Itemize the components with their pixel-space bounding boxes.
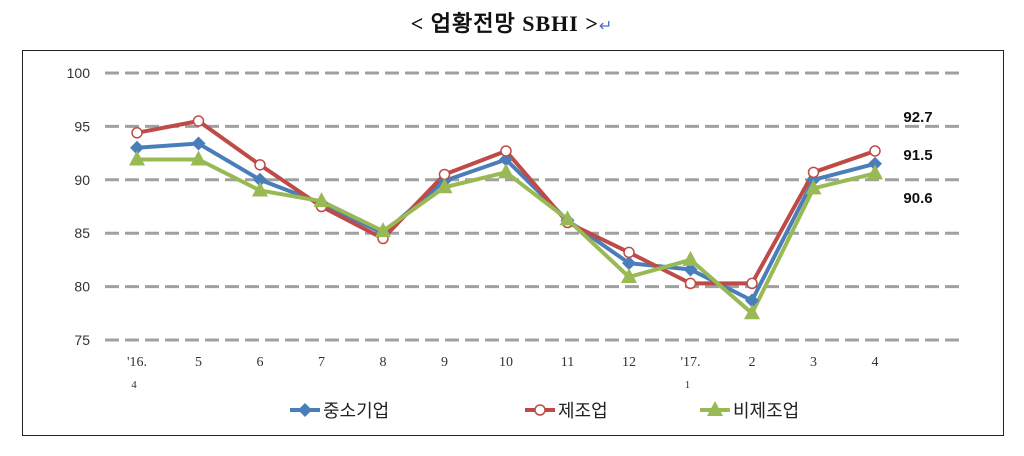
series-line: [137, 157, 876, 317]
data-point: [130, 140, 144, 155]
y-tick-label: 75: [74, 332, 90, 348]
data-point: [744, 304, 760, 320]
data-point: [805, 179, 822, 195]
data-point: [313, 192, 330, 208]
data-point: [869, 145, 881, 157]
x-tick-label: 4: [872, 355, 879, 370]
data-point: [131, 127, 143, 139]
value-annotation: 90.6: [903, 190, 932, 207]
data-point: [254, 159, 266, 171]
data-point: [298, 403, 312, 417]
x-tick-label: 5: [195, 355, 202, 370]
x-tick-label: 10: [499, 355, 513, 370]
data-point: [746, 277, 758, 290]
x-tick-label: 6: [257, 355, 264, 370]
data-point: [253, 172, 267, 187]
y-tick-label: 95: [74, 118, 90, 134]
data-point: [438, 168, 451, 181]
chart-title: < 업황전망 SBHI >↵: [0, 6, 1024, 38]
data-point: [499, 152, 513, 167]
x-tick-label: '16.: [127, 355, 147, 370]
data-point: [707, 401, 723, 416]
data-point: [807, 166, 820, 179]
y-tick-label: 80: [74, 279, 90, 295]
legend-label: 중소기업: [323, 401, 389, 422]
x-tick-label: 9: [441, 355, 448, 370]
x-tick-label: 12: [622, 355, 636, 370]
data-point: [436, 178, 453, 194]
x-tick-label: 11: [561, 355, 574, 370]
data-point: [252, 181, 268, 197]
y-tick-label: 85: [74, 225, 90, 241]
x-tick-label: 8: [380, 355, 387, 370]
data-point: [623, 246, 635, 259]
x-tick-label: 3: [810, 355, 817, 370]
x-tick-label: 1: [685, 379, 691, 391]
data-point: [192, 115, 205, 127]
x-tick-label: 7: [318, 355, 325, 370]
data-point: [622, 256, 636, 271]
return-icon: ↵: [598, 18, 614, 35]
value-annotation: 92.7: [903, 109, 932, 126]
data-point: [498, 163, 514, 179]
data-point: [559, 210, 576, 226]
data-point: [867, 164, 883, 180]
data-point: [683, 262, 698, 277]
legend-label: 비제조업: [733, 401, 799, 422]
x-tick-label: 4: [131, 379, 137, 391]
data-point: [375, 222, 391, 238]
data-point: [868, 156, 882, 171]
data-point: [621, 267, 637, 283]
data-point: [129, 150, 145, 166]
data-point: [684, 277, 697, 290]
data-point: [745, 293, 759, 308]
y-tick-label: 90: [74, 172, 90, 188]
x-tick-label: 2: [749, 355, 756, 370]
data-point: [190, 150, 207, 166]
value-annotation: 91.5: [903, 147, 932, 164]
y-tick-label: 100: [67, 65, 91, 81]
data-point: [191, 136, 206, 151]
data-point: [534, 404, 546, 416]
data-point: [682, 250, 699, 266]
title-text: < 업황전망 SBHI >: [410, 11, 599, 36]
chart-frame: [22, 50, 1004, 436]
legend-label: 제조업: [558, 401, 608, 422]
data-point: [500, 145, 512, 157]
x-tick-label: '17.: [680, 355, 700, 370]
